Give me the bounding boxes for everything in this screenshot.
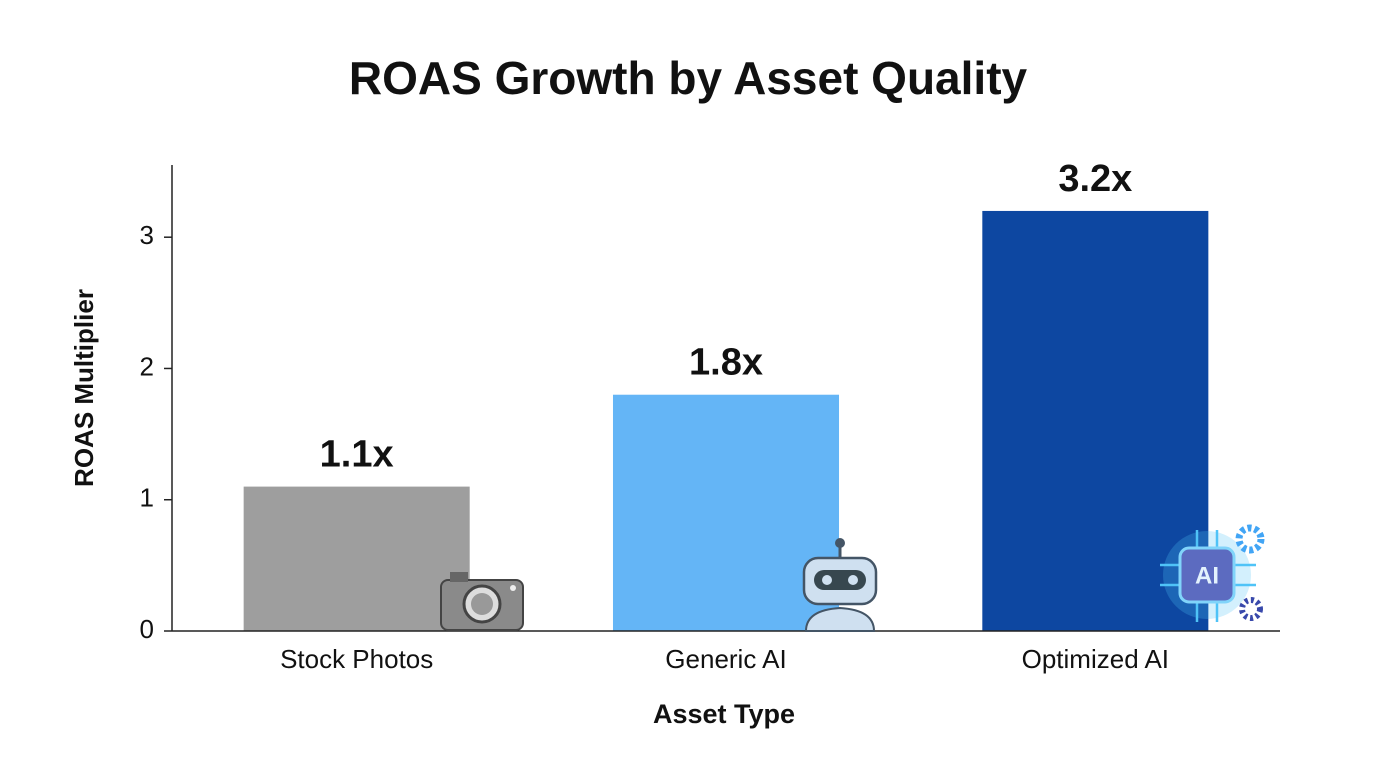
x-axis-label: Asset Type <box>653 699 795 729</box>
ai-chip-icon: AI <box>1160 524 1265 622</box>
y-tick-label: 0 <box>140 614 154 644</box>
svg-text:AI: AI <box>1195 562 1219 589</box>
value-label: 3.2x <box>1058 158 1132 200</box>
plot: 0 1 2 3 Stock Photos 1.1x Generic AI 1.8x Optimi… <box>140 158 1209 674</box>
bar <box>982 210 1209 631</box>
bar <box>612 394 840 631</box>
chart-title: ROAS Growth by Asset Quality <box>349 52 1028 104</box>
robot-icon <box>802 538 878 632</box>
y-axis-label: ROAS Multiplier <box>69 289 99 487</box>
y-tick-label: 2 <box>140 351 154 381</box>
camera-icon <box>440 572 524 631</box>
x-tick-label: Optimized AI <box>1022 644 1169 674</box>
x-tick-label: Generic AI <box>665 644 786 674</box>
bar <box>243 486 470 631</box>
x-tick-label: Stock Photos <box>280 644 433 674</box>
value-label: 1.8x <box>689 342 763 384</box>
y-tick-label: 1 <box>140 483 154 513</box>
value-label: 1.1x <box>320 434 394 476</box>
y-tick-label: 3 <box>140 220 154 250</box>
